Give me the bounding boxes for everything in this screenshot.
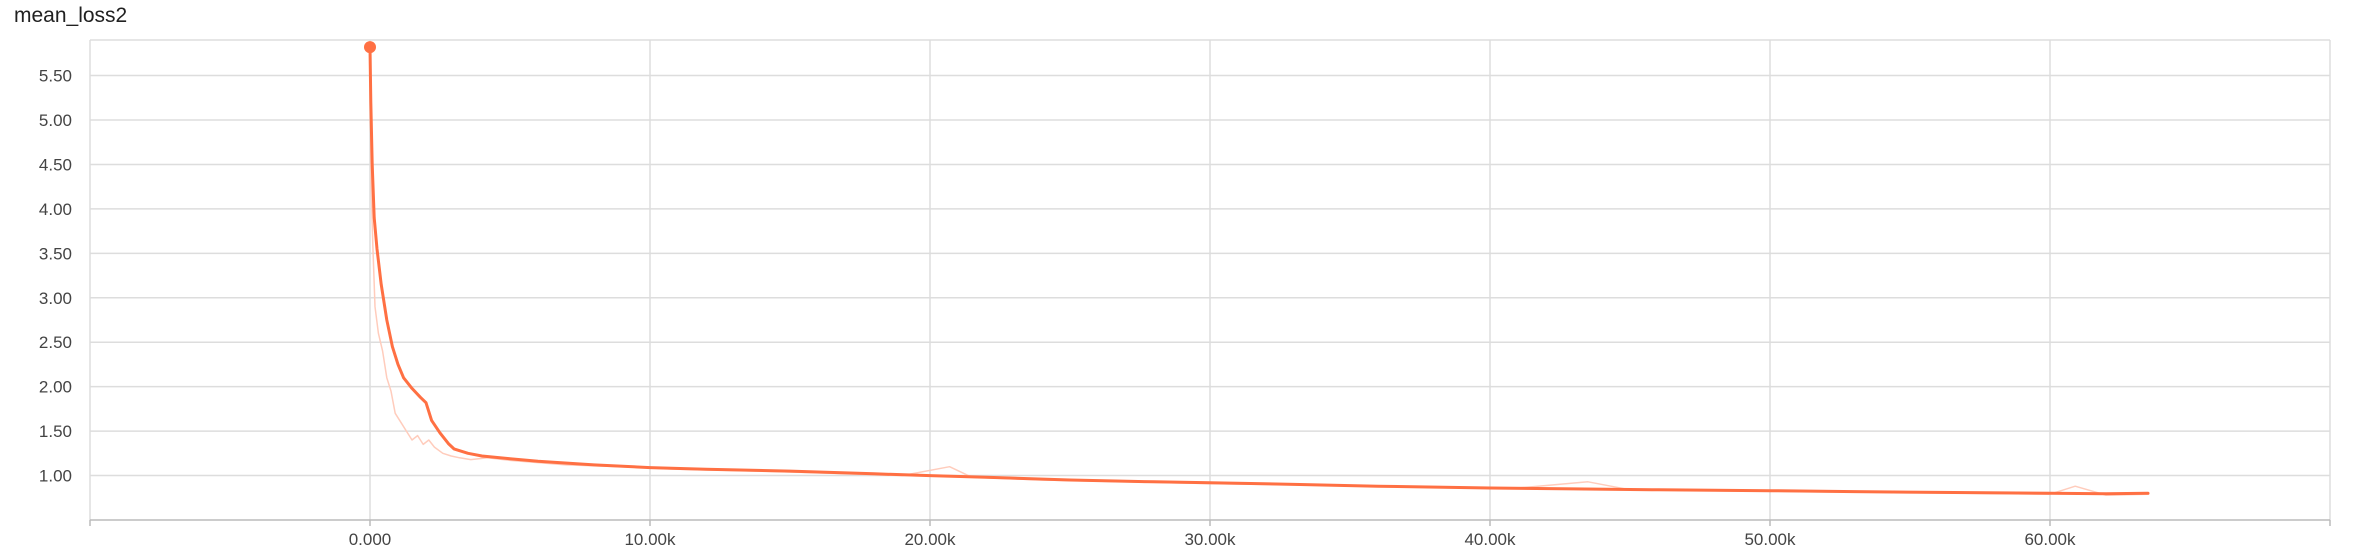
y-tick-label: 2.50: [39, 333, 72, 352]
x-tick-label: 20.00k: [904, 530, 956, 546]
y-tick-label: 4.00: [39, 200, 72, 219]
start-point-marker: [364, 41, 376, 54]
x-tick-label: 30.00k: [1184, 530, 1236, 546]
raw-loss-line: [369, 48, 2149, 496]
plot-frame: [89, 39, 2331, 521]
chart-title: mean_loss2: [14, 4, 128, 27]
y-tick-label: 1.00: [39, 467, 72, 486]
x-tick-label: 40.00k: [1464, 530, 1516, 546]
y-tick-label: 1.50: [39, 422, 72, 441]
y-tick-label: 5.00: [39, 111, 72, 130]
x-axis-ticks: 0.000 10.00k 20.00k 30.00k 40.00k 50.00k 60.00…: [89, 520, 2331, 546]
x-tick-label: 10.00k: [624, 530, 676, 546]
y-axis-ticks: 1.00 1.50 2.00 2.50 3.00 3.50 4.00 4.50 5.00 5.50: [39, 67, 72, 486]
smoothed-loss-line: [368, 45, 2150, 496]
grid-lines: [90, 40, 2330, 520]
x-tick-label: 0.000: [349, 530, 392, 546]
x-tick-label: 50.00k: [1744, 530, 1796, 546]
y-tick-label: 2.00: [39, 378, 72, 397]
x-tick-label: 60.00k: [2024, 530, 2076, 546]
y-tick-label: 4.50: [39, 155, 72, 174]
y-tick-label: 3.00: [39, 289, 72, 308]
series-layer: [364, 41, 2150, 496]
y-tick-label: 3.50: [39, 244, 72, 263]
y-tick-label: 5.50: [39, 67, 72, 86]
